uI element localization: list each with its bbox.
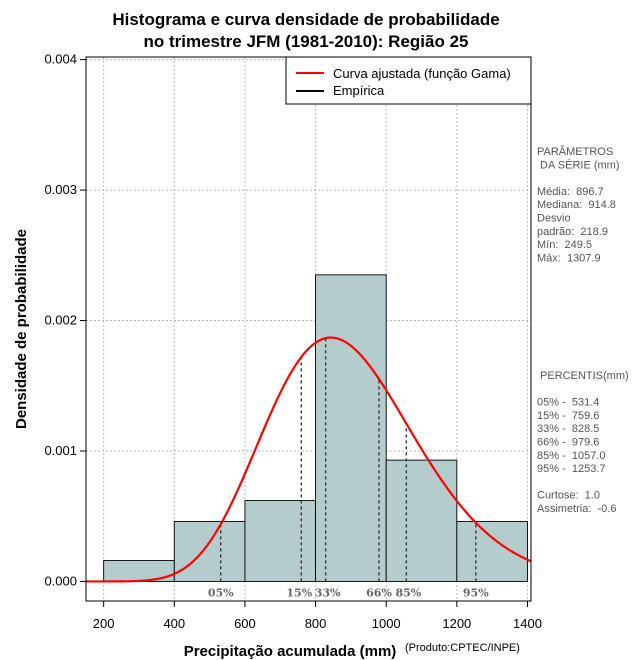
y-tick-label-1: 0.001: [44, 443, 77, 458]
x-tick-label-5: 1200: [442, 616, 471, 631]
percentile-lines: [220, 338, 477, 582]
y-tick-label-0: 0.000: [44, 573, 77, 588]
x-axis: 200 400 600 800 1000 1200 1400: [93, 601, 542, 631]
params_panel-line-5: Desvio: [537, 213, 571, 225]
chart-title-line-1: Histograma e curva densidade de probabil…: [112, 10, 499, 29]
credit-label: (Produto:CPTEC/INPE): [405, 642, 520, 654]
x-axis-title: Precipitação acumulada (mm): [184, 643, 397, 660]
x-tick-label-1: 400: [163, 616, 185, 631]
x-tick-label-3: 800: [305, 616, 327, 631]
legend-label-empirical: Empírica: [333, 83, 385, 98]
histogram-bars: [103, 274, 528, 582]
params_panel-line-7: Mín: 249.5: [537, 239, 592, 251]
percentiles-panel: PERCENTIS(mm) 05% - 531.415% - 759.633% -…: [537, 370, 629, 515]
y-axis-title: Densidade de probabilidade: [13, 229, 30, 429]
legend-label-fit: Curva ajustada (função Gama): [333, 66, 511, 81]
y-tick-label-4: 0.004: [44, 52, 77, 67]
percentiles_panel-line-10: Assimetria: -0.6: [537, 503, 616, 515]
percentile-label-66%: 66%: [366, 586, 392, 599]
percentiles_panel-line-6: 85% - 1057.0: [537, 450, 606, 462]
percentiles_panel-line-9: Curtose: 1.0: [537, 490, 600, 502]
histogram-bar-2: [244, 500, 317, 582]
histogram-bar-4: [385, 459, 458, 582]
percentile-label-05%: 05%: [208, 586, 234, 599]
chart-title-line-2: no trimestre JFM (1981-2010): Região 25: [143, 32, 468, 51]
legend-box: [285, 56, 532, 105]
params_panel-line-8: Máx: 1307.9: [537, 252, 601, 264]
x-tick-label-2: 600: [234, 616, 256, 631]
params_panel-line-4: Mediana: 914.8: [537, 199, 616, 211]
x-tick-label-4: 1000: [372, 616, 401, 631]
histogram-bar-5: [456, 520, 528, 582]
percentiles_panel-line-0: PERCENTIS(mm): [537, 370, 629, 382]
params_panel-line-1: DA SÉRIE (mm): [537, 158, 620, 171]
y-axis: 0.000 0.001 0.002 0.003 0.004: [44, 52, 86, 588]
percentiles_panel-line-2: 05% - 531.4: [537, 397, 599, 409]
legend: Curva ajustada (função Gama) Empírica: [285, 56, 532, 105]
percentiles_panel-line-5: 66% - 979.6: [537, 437, 599, 449]
histogram-bar-1: [173, 520, 246, 582]
percentiles_panel-line-4: 33% - 828.5: [537, 423, 599, 435]
percentile-label-85%: 85%: [395, 586, 421, 599]
params_panel-line-3: Média: 896.7: [537, 186, 604, 198]
series-parameters-panel: PARÂMETROS DA SÉRIE (mm) Média: 896.7Medi…: [537, 145, 620, 264]
percentiles_panel-line-3: 15% - 759.6: [537, 410, 599, 422]
percentiles_panel-line-7: 95% - 1253.7: [537, 463, 606, 475]
percentile-label-95%: 95%: [463, 586, 489, 599]
params_panel-line-6: padrão: 218.9: [537, 226, 608, 238]
x-tick-label-0: 200: [93, 616, 115, 631]
y-tick-label-2: 0.002: [44, 313, 77, 328]
gamma-fit-curve: [86, 336, 532, 583]
percentile-labels: 05% 15% 33% 66% 85% 95%: [208, 586, 489, 599]
y-tick-label-3: 0.003: [44, 182, 77, 197]
percentile-label-15%: 15%: [286, 586, 312, 599]
x-tick-label-6: 1400: [513, 616, 542, 631]
params_panel-line-0: PARÂMETROS: [537, 145, 613, 158]
percentile-label-33%: 33%: [315, 586, 341, 599]
histogram-bar-3: [315, 274, 387, 582]
